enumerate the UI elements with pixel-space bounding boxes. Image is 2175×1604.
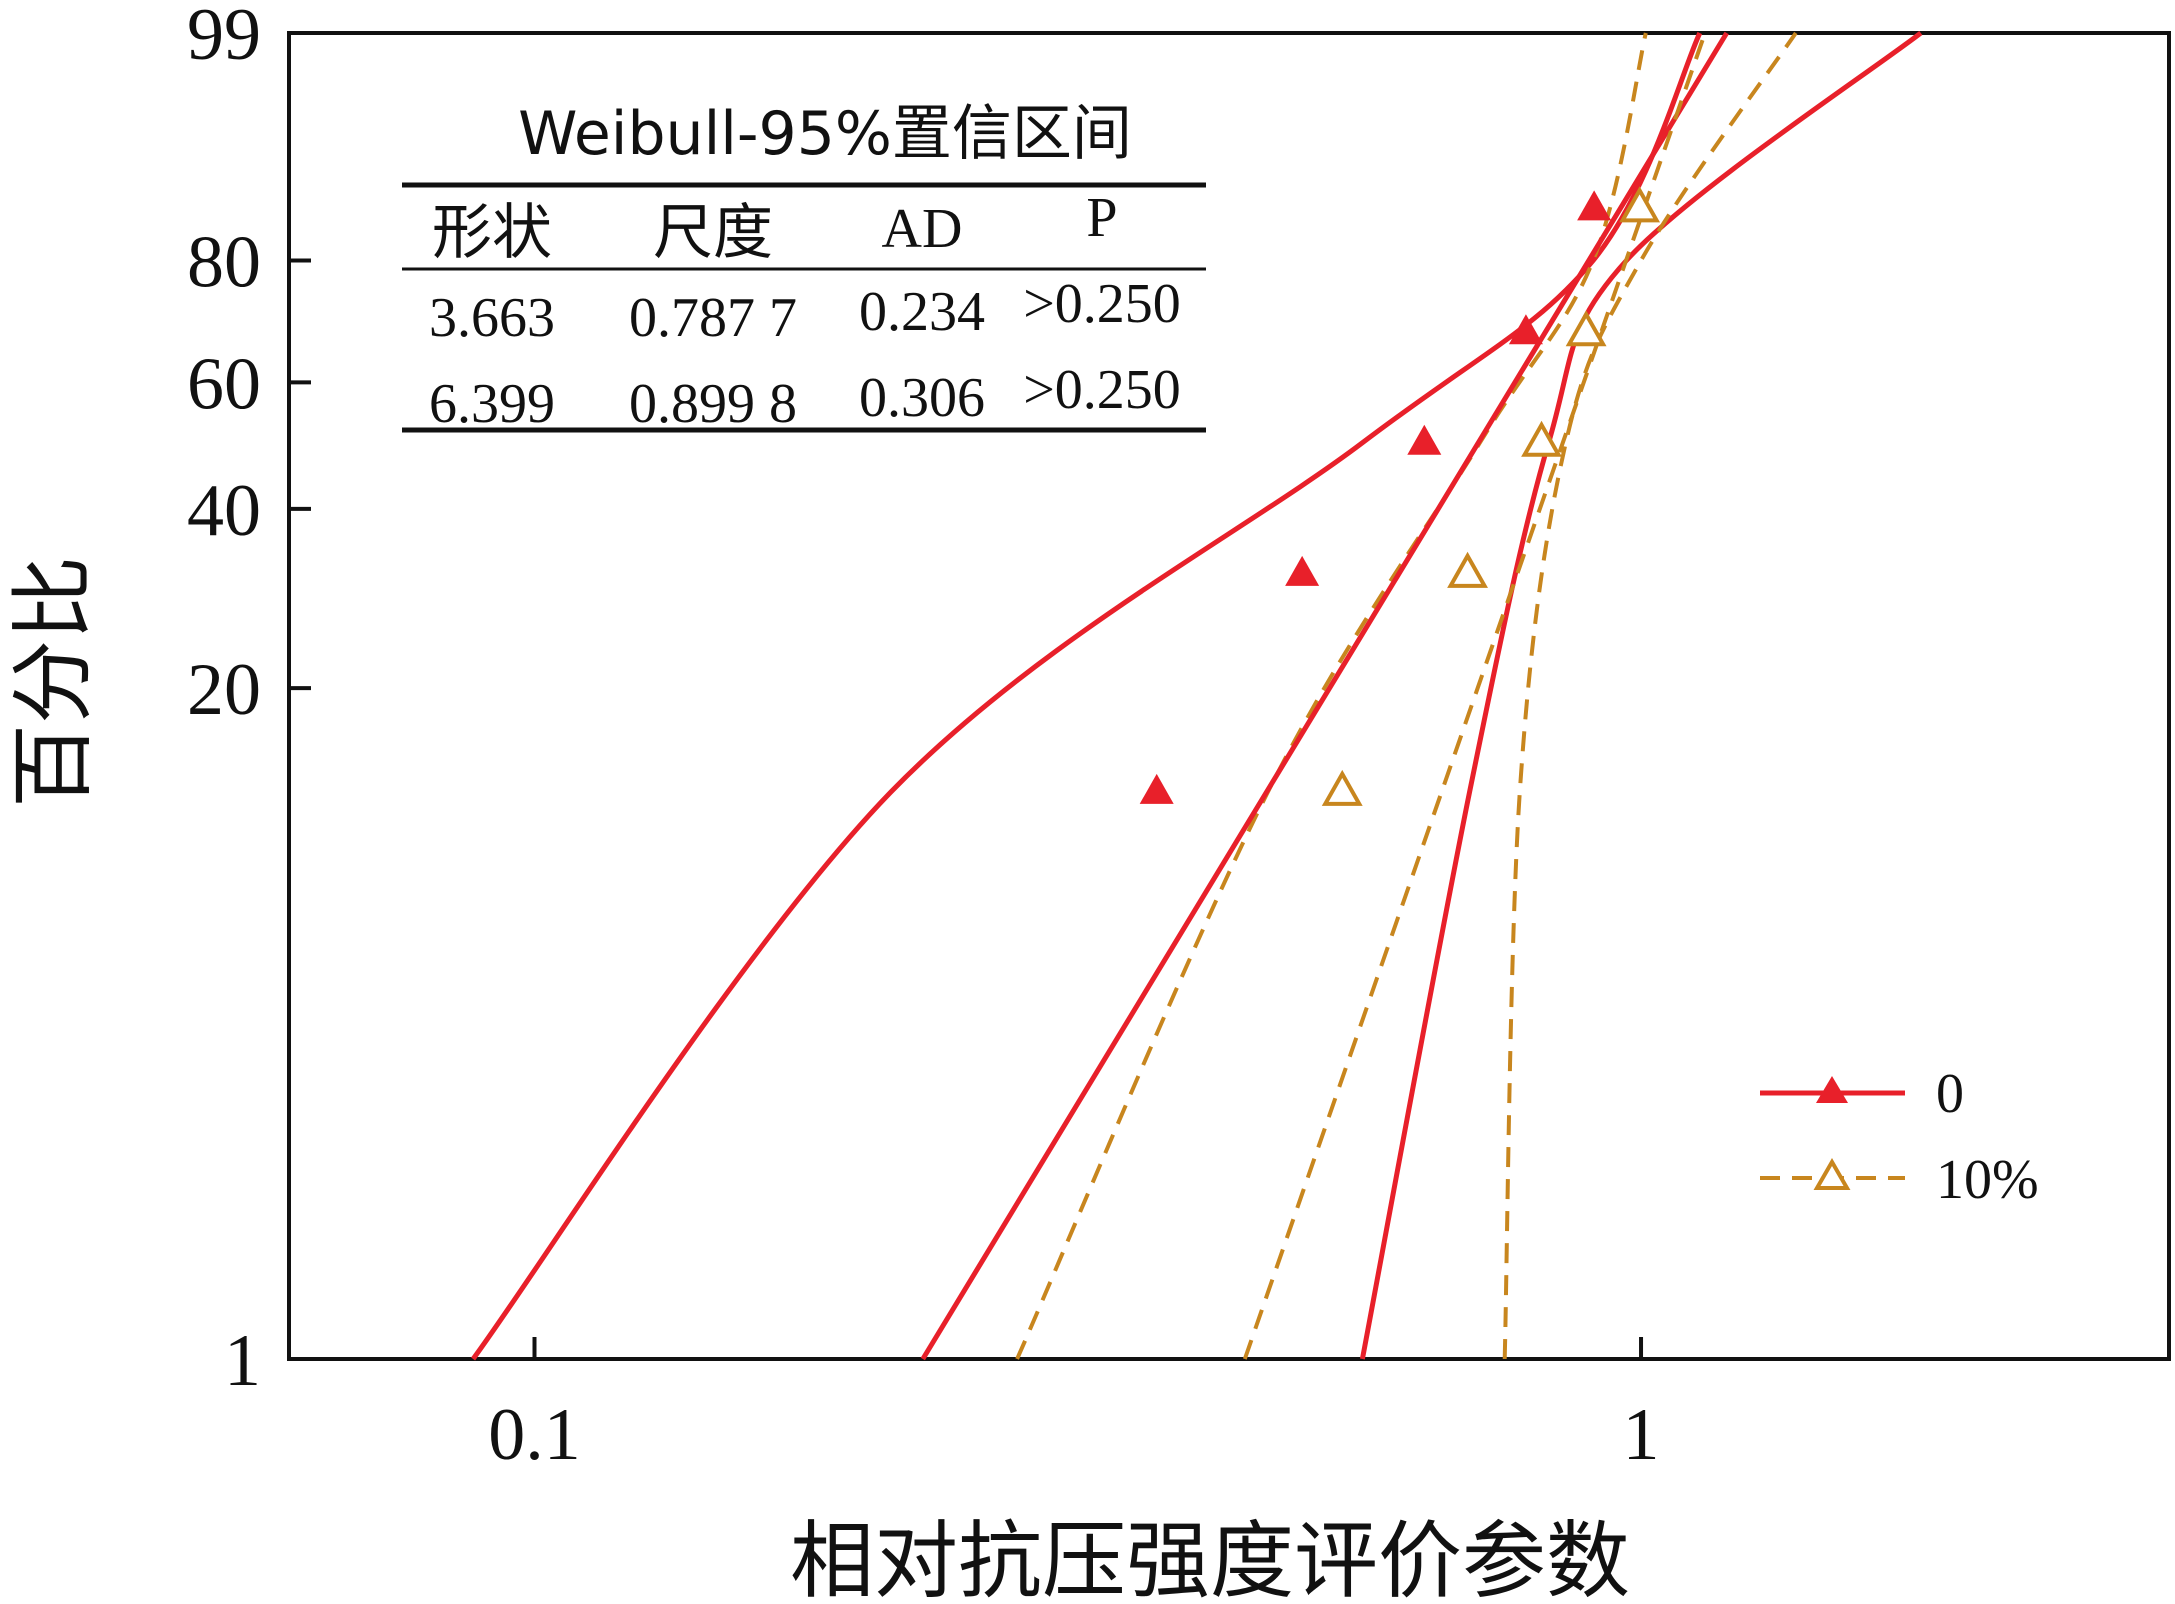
y-tick-label: 99 <box>187 0 261 76</box>
ci-upper-series-0 <box>471 31 1703 1361</box>
table-cell: 0.787 7 <box>629 287 797 349</box>
stats-table-title: Weibull-95%置信区间 <box>518 99 1132 169</box>
ci-lower-series-0 <box>1359 31 1923 1360</box>
table-header-ad: AD <box>882 198 963 260</box>
fit-line-series-1 <box>1242 32 1707 1360</box>
y-tick-label: 40 <box>187 470 261 552</box>
data-point-series-1 <box>1521 420 1562 457</box>
table-cell: 0.899 8 <box>629 373 797 435</box>
data-point-series-0 <box>1508 314 1543 345</box>
table-cell: 0.306 <box>859 367 985 429</box>
data-point-series-1 <box>1447 551 1489 588</box>
table-header-scale: 尺度 <box>653 198 773 268</box>
data-point-series-1 <box>1619 186 1661 223</box>
stats-table: Weibull-95%置信区间 形状 尺度 AD P 3.663 0.787 7… <box>402 99 1206 435</box>
plot-frame <box>287 31 2171 1361</box>
legend-marker-10 <box>1813 1157 1851 1190</box>
y-axis-title: 百分比 <box>4 556 102 808</box>
legend-label-0: 0 <box>1936 1063 1964 1125</box>
x-tick-label: 1 <box>1623 1394 1660 1476</box>
x-axis-ticks: 0.1 1 <box>488 1337 1660 1476</box>
data-point-series-0 <box>1577 190 1612 221</box>
y-axis-ticks: 1 20 40 60 80 99 <box>187 0 311 1402</box>
fit-line-series-0 <box>920 31 1729 1361</box>
table-cell: 3.663 <box>429 287 555 349</box>
legend-label-10: 10% <box>1936 1149 2039 1211</box>
table-cell: >0.250 <box>1023 359 1181 421</box>
table-header-p: P <box>1086 187 1117 249</box>
y-tick-label: 60 <box>187 343 261 425</box>
table-cell: 6.399 <box>429 373 555 435</box>
legend: 0 10% <box>1760 1063 2039 1211</box>
confidence-bands <box>471 31 1923 1361</box>
x-axis-title: 相对抗压强度评价参数 <box>790 1512 1630 1604</box>
data-point-series-0 <box>1285 555 1320 586</box>
table-cell: 0.234 <box>859 281 985 343</box>
data-point-series-0 <box>1407 424 1442 455</box>
y-tick-label: 1 <box>224 1320 261 1402</box>
fit-lines <box>920 31 1729 1361</box>
y-tick-label: 20 <box>187 649 261 731</box>
table-header-shape: 形状 <box>432 198 552 268</box>
data-point-series-1 <box>1565 310 1607 347</box>
data-point-series-0 <box>1139 773 1174 804</box>
legend-marker-0 <box>1816 1076 1848 1103</box>
ci-lower-series-1 <box>1502 31 1798 1360</box>
y-tick-label: 80 <box>187 222 261 304</box>
data-point-series-1 <box>1321 769 1363 806</box>
x-tick-label: 0.1 <box>488 1394 581 1476</box>
table-cell: >0.250 <box>1023 273 1181 335</box>
data-markers <box>1139 186 1661 806</box>
